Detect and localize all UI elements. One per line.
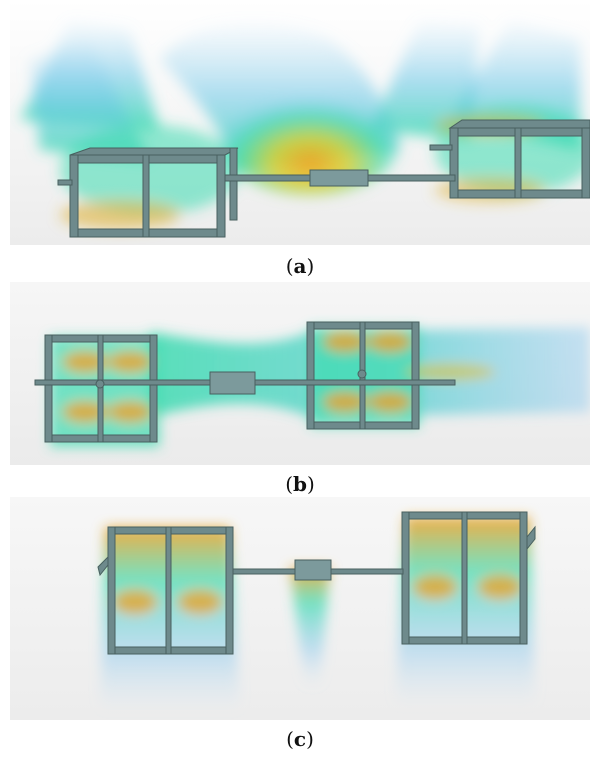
drone-frame-b xyxy=(34,321,456,443)
flow-visualization-c xyxy=(10,497,590,720)
flow-visualization-a xyxy=(10,0,590,245)
caption-b: (b) xyxy=(285,472,315,496)
drone-frame-c xyxy=(97,511,536,655)
panel-a-perspective-flow xyxy=(10,0,590,245)
panel-b-top-flow xyxy=(10,282,590,465)
panel-c-front-flow xyxy=(10,497,590,720)
caption-a: (a) xyxy=(285,254,315,278)
flow-visualization-b xyxy=(10,282,590,465)
drone-frame-a xyxy=(57,119,590,238)
caption-c: (c) xyxy=(286,727,314,751)
velocity-wake xyxy=(50,327,590,447)
